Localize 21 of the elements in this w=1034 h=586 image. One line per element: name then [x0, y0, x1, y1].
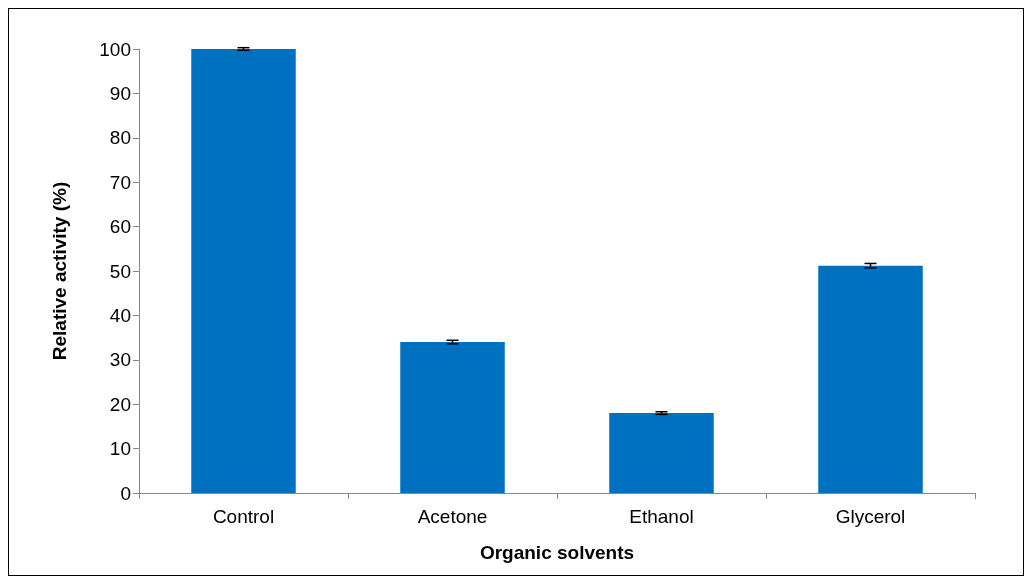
bar	[400, 342, 505, 493]
y-tick-label: 20	[109, 393, 131, 415]
y-tick-label: 60	[109, 216, 131, 238]
y-tick-label: 90	[109, 82, 131, 104]
bar	[818, 265, 923, 493]
y-tick-label: 10	[109, 438, 131, 460]
x-tick-label: Glycerol	[835, 506, 906, 527]
y-tick-label: 0	[120, 482, 131, 504]
x-axis-title: Organic solvents	[479, 542, 635, 563]
y-tick-label: 40	[109, 304, 131, 326]
y-tick-label: 100	[99, 38, 131, 60]
x-tick-label: Control	[212, 506, 275, 527]
bar	[609, 413, 714, 493]
y-axis-title: Relative activity (%)	[49, 181, 70, 361]
bar	[191, 49, 296, 493]
y-tick-label: 50	[109, 260, 131, 282]
x-tick-label: Acetone	[417, 506, 488, 527]
y-tick-label: 70	[109, 171, 131, 193]
y-tick-label: 80	[109, 127, 131, 149]
y-tick-label: 30	[109, 349, 131, 371]
x-tick-label: Ethanol	[629, 506, 694, 527]
